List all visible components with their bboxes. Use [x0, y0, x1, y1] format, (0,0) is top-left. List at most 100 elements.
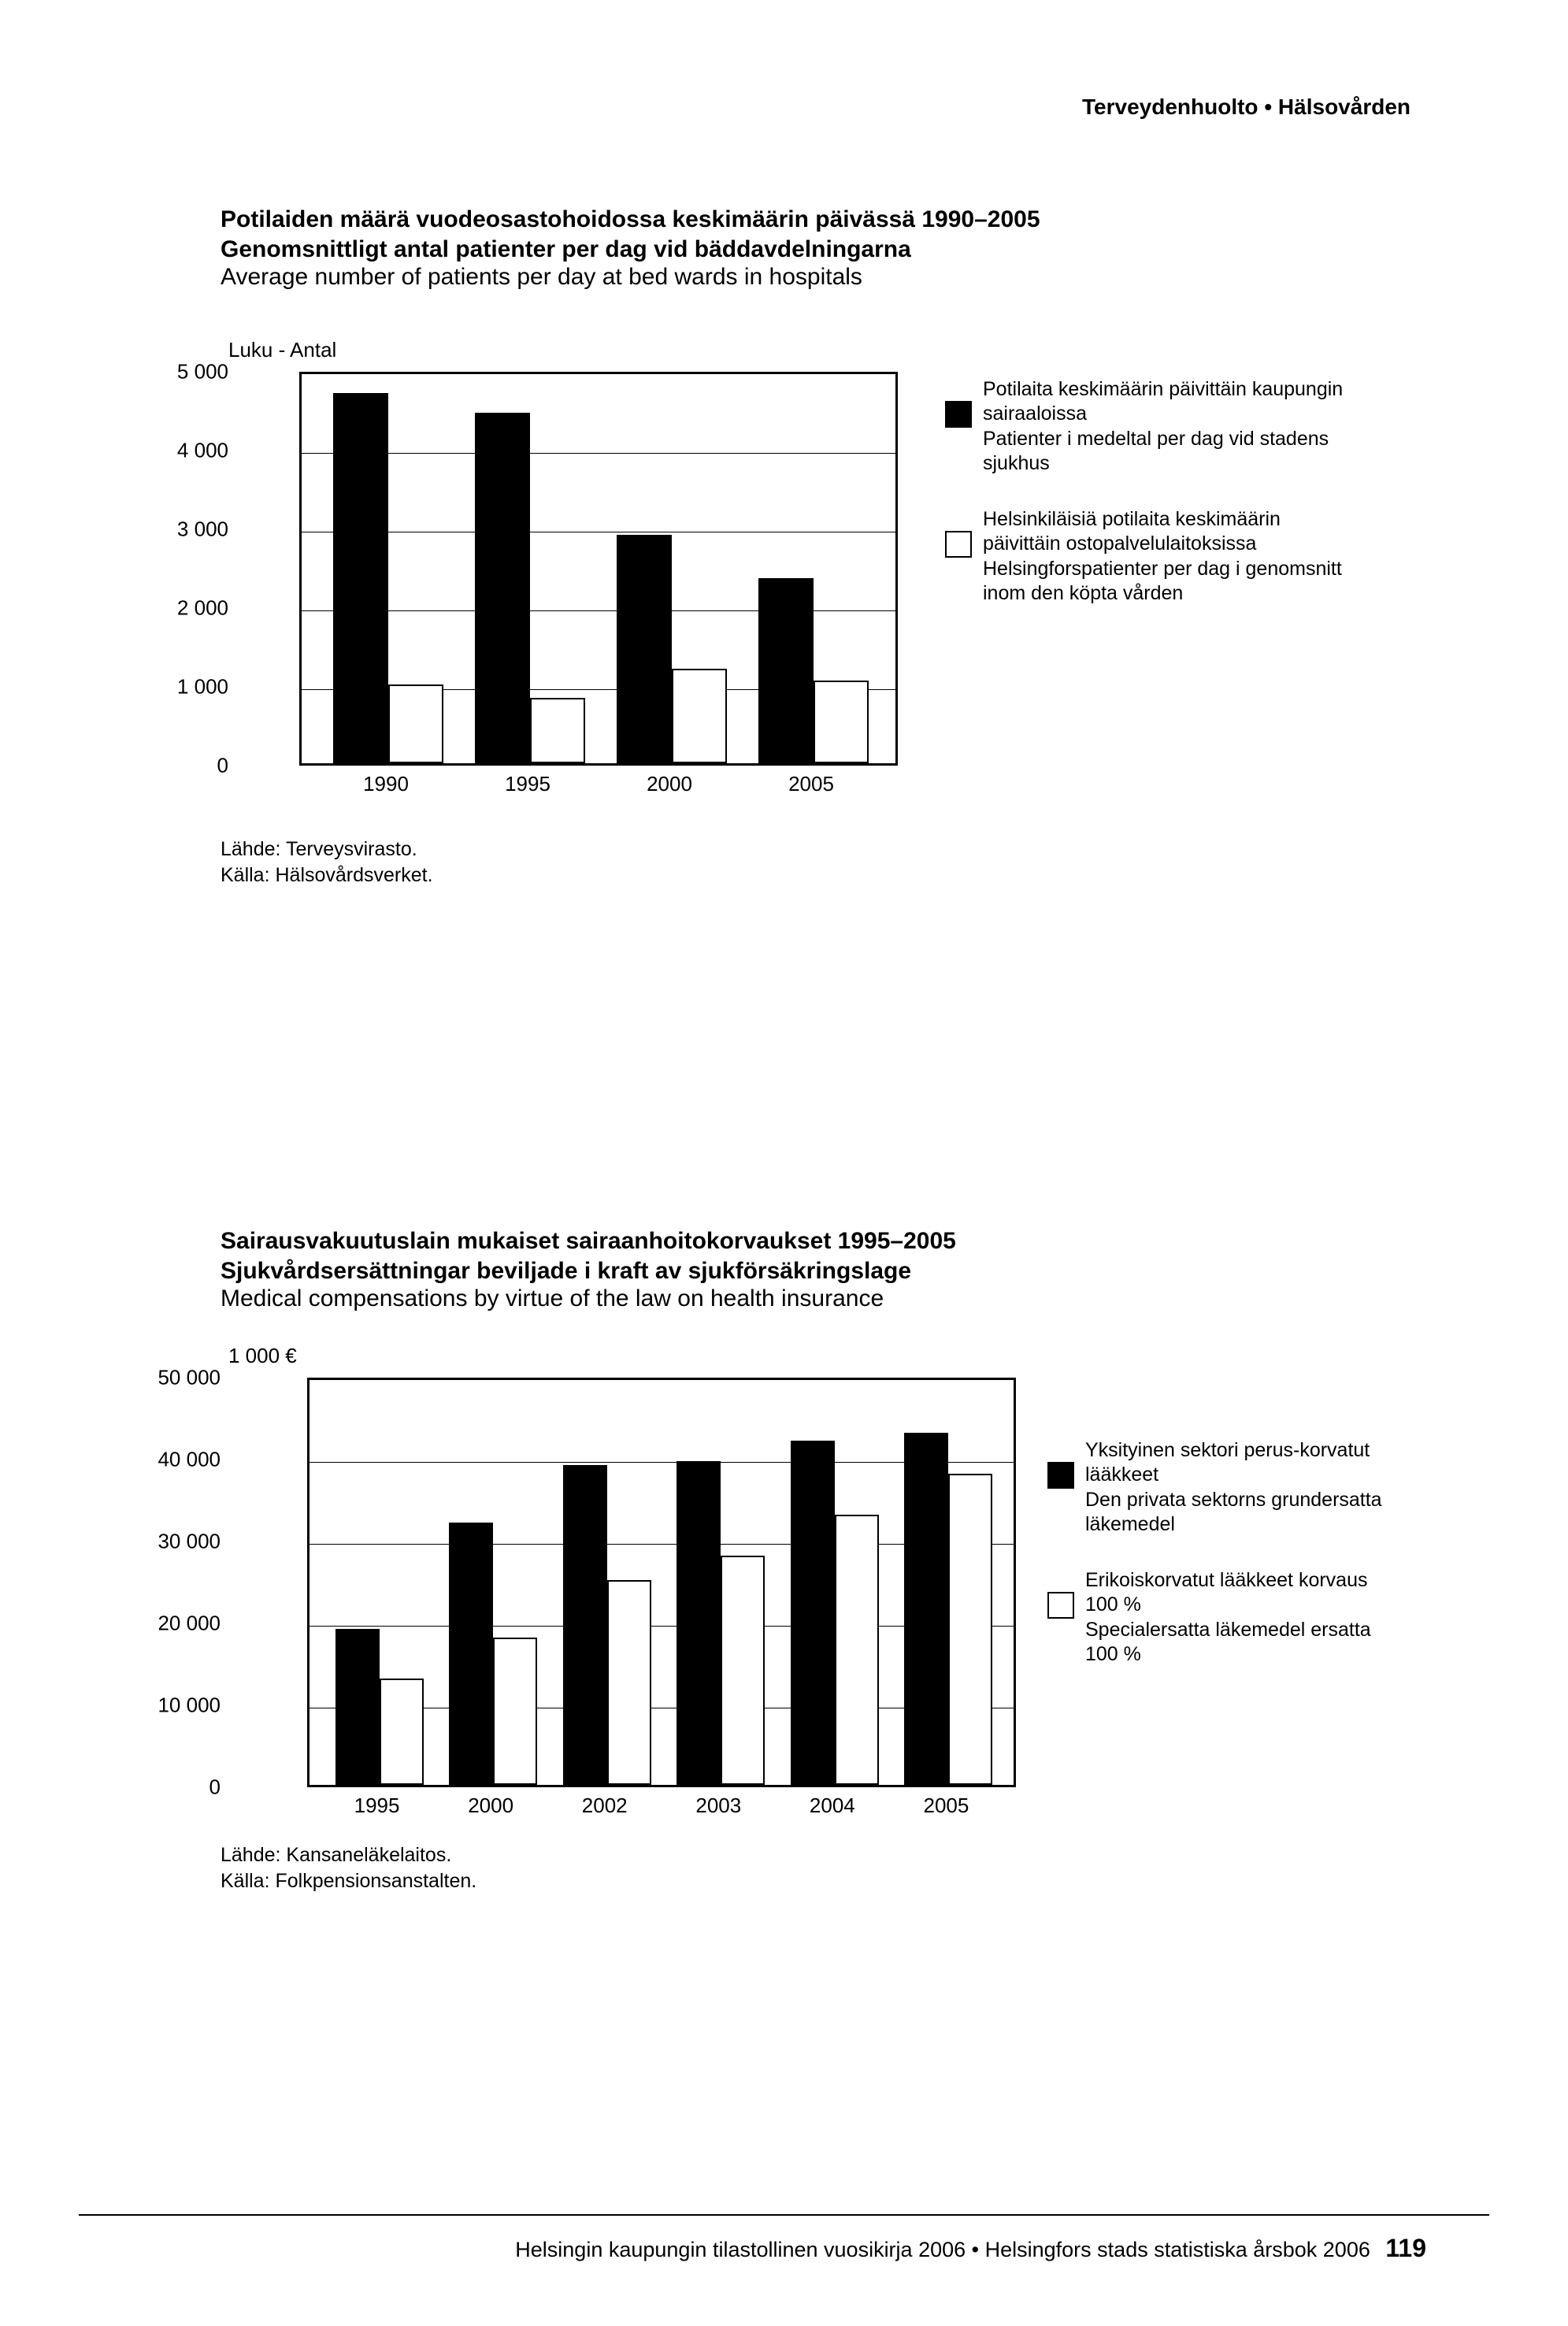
page: Terveydenhuolto • Hälsovården Potilaiden…: [0, 0, 1568, 2326]
bar: [758, 578, 814, 763]
x-tick-label: 2002: [582, 1794, 628, 1818]
bar: [475, 413, 530, 763]
page-number: 119: [1385, 2234, 1426, 2262]
y-tick-label: 10 000: [158, 1693, 221, 1718]
page-footer: Helsingin kaupungin tilastollinen vuosik…: [515, 2234, 1426, 2263]
legend1-text-1: Potilaita keskimäärin päivittäin kaupung…: [983, 377, 1355, 476]
chart2-source: Lähde: Kansaneläkelaitos. Källa: Folkpen…: [221, 1842, 1426, 1894]
y-tick-label: 40 000: [158, 1448, 221, 1472]
category-fi: Terveydenhuolto: [1082, 95, 1258, 119]
chart2-source-sv: Källa: Folkpensionsanstalten.: [221, 1868, 1426, 1894]
chart1-plot: [299, 372, 898, 766]
chart2-container: 1 000 € 010 00020 00030 00040 00050 000 …: [221, 1344, 1016, 1787]
category-dot: •: [1264, 95, 1272, 119]
bar: [607, 1580, 651, 1785]
legend2-item-2: Erikoiskorvatut lääkkeet korvaus 100 % S…: [1047, 1568, 1394, 1667]
category-sv: Hälsovården: [1278, 95, 1410, 119]
chart1-legend: Potilaita keskimäärin päivittäin kaupung…: [945, 377, 1355, 637]
footer-dot: •: [972, 2238, 979, 2261]
chart2-block: 1 000 € 010 00020 00030 00040 00050 000 …: [221, 1344, 1426, 1787]
legend-swatch-hollow-icon: [1047, 1592, 1074, 1619]
section1-title-fi: Potilaiden määrä vuodeosastohoidossa kes…: [221, 205, 1426, 235]
x-tick-label: 1995: [354, 1794, 400, 1818]
y-tick-label: 50 000: [158, 1366, 221, 1390]
legend1-item-2: Helsinkiläisiä potilaita keskimäärin päi…: [945, 507, 1355, 606]
bar: [380, 1679, 424, 1785]
chart1-block: Luku - Antal 01 0002 0003 0004 0005 000 …: [221, 338, 1426, 766]
y-tick-label: 1 000: [177, 675, 228, 699]
chart1-source-sv: Källa: Hälsovårdsverket.: [221, 863, 1426, 888]
chart2-source-fi: Lähde: Kansaneläkelaitos.: [221, 1842, 1426, 1868]
x-tick-label: 2004: [810, 1794, 855, 1818]
legend1-text-1-fi: Potilaita keskimäärin päivittäin kaupung…: [983, 377, 1355, 427]
x-tick-label: 2000: [647, 772, 692, 796]
chart2-wrap: 010 00020 00030 00040 00050 000 19952000…: [307, 1378, 1016, 1787]
bar: [672, 669, 727, 763]
x-tick-label: 2000: [468, 1794, 513, 1818]
y-tick-label: 4 000: [177, 439, 228, 463]
bar: [948, 1474, 992, 1785]
footer-divider: [79, 2214, 1489, 2216]
chart2-plot: [307, 1378, 1016, 1787]
footer-text-sv: Helsingfors stads statistiska årsbok 200…: [985, 2238, 1370, 2261]
legend2-text-2: Erikoiskorvatut lääkkeet korvaus 100 % S…: [1085, 1568, 1394, 1667]
x-tick-label: 1995: [505, 772, 550, 796]
legend1-text-1-sv: Patienter i medeltal per dag vid stadens…: [983, 427, 1355, 477]
bar: [493, 1638, 537, 1785]
section2-title-sv: Sjukvårdsersättningar beviljade i kraft …: [221, 1256, 1426, 1286]
legend-swatch-hollow-icon: [945, 531, 972, 558]
chart2-legend: Yksityinen sektori perus-korvatut lääkke…: [1047, 1438, 1394, 1698]
section-patients: Potilaiden määrä vuodeosastohoidossa kes…: [221, 205, 1426, 888]
y-tick-label: 3 000: [177, 518, 228, 542]
bar: [904, 1433, 948, 1785]
section2-title-en: Medical compensations by virtue of the l…: [221, 1285, 1426, 1312]
chart1-container: Luku - Antal 01 0002 0003 0004 0005 000 …: [221, 338, 898, 766]
bar: [677, 1461, 721, 1785]
legend1-text-2-sv: Helsingforspatienter per dag i genomsnit…: [983, 557, 1355, 607]
gridline: [302, 453, 895, 454]
chart1-wrap: 01 0002 0003 0004 0005 000 1990199520002…: [299, 372, 898, 766]
legend2-text-2-sv: Specialersatta läkemedel ersatta 100 %: [1085, 1618, 1394, 1668]
legend-swatch-fill-icon: [1047, 1462, 1074, 1489]
chart1-source-fi: Lähde: Terveysvirasto.: [221, 837, 1426, 863]
chart2-axis-title: 1 000 €: [228, 1344, 1016, 1368]
x-tick-label: 2003: [695, 1794, 741, 1818]
section2-title-fi: Sairausvakuutuslain mukaiset sairaanhoit…: [221, 1226, 1426, 1256]
chart1-source: Lähde: Terveysvirasto. Källa: Hälsovårds…: [221, 837, 1426, 888]
legend2-text-1: Yksityinen sektori perus-korvatut lääkke…: [1085, 1438, 1394, 1537]
bar: [814, 681, 869, 763]
legend2-text-1-sv: Den privata sektorns grundersatta läkeme…: [1085, 1488, 1394, 1538]
bar: [835, 1515, 879, 1785]
chart1-axis-title: Luku - Antal: [228, 338, 898, 362]
legend-swatch-fill-icon: [945, 401, 972, 428]
bar: [721, 1556, 765, 1785]
y-tick-label: 2 000: [177, 596, 228, 621]
y-tick-label: 30 000: [158, 1530, 221, 1554]
y-tick-label: 20 000: [158, 1612, 221, 1636]
bar: [530, 698, 585, 763]
legend2-text-2-fi: Erikoiskorvatut lääkkeet korvaus 100 %: [1085, 1568, 1394, 1618]
section1-title-sv: Genomsnittligt antal patienter per dag v…: [221, 235, 1426, 265]
legend1-item-1: Potilaita keskimäärin päivittäin kaupung…: [945, 377, 1355, 476]
y-tick-label: 0: [209, 1775, 221, 1800]
legend2-item-1: Yksityinen sektori perus-korvatut lääkke…: [1047, 1438, 1394, 1537]
bar: [791, 1441, 835, 1785]
bar: [335, 1629, 380, 1785]
bar: [333, 393, 388, 763]
legend2-text-1-fi: Yksityinen sektori perus-korvatut lääkke…: [1085, 1438, 1394, 1488]
section1-title-en: Average number of patients per day at be…: [221, 264, 1426, 291]
bar: [449, 1523, 493, 1785]
legend1-text-2-fi: Helsinkiläisiä potilaita keskimäärin päi…: [983, 507, 1355, 557]
bar: [388, 684, 443, 763]
x-tick-label: 1990: [363, 772, 409, 796]
footer-text-fi: Helsingin kaupungin tilastollinen vuosik…: [515, 2238, 966, 2261]
y-tick-label: 0: [217, 754, 228, 778]
page-category-header: Terveydenhuolto • Hälsovården: [1082, 95, 1410, 120]
bar: [563, 1465, 607, 1785]
bar: [617, 535, 672, 763]
x-tick-label: 2005: [788, 772, 834, 796]
y-tick-label: 5 000: [177, 360, 228, 384]
x-tick-label: 2005: [924, 1794, 969, 1818]
legend1-text-2: Helsinkiläisiä potilaita keskimäärin päi…: [983, 507, 1355, 606]
section-compensations: Sairausvakuutuslain mukaiset sairaanhoit…: [221, 1226, 1426, 1894]
